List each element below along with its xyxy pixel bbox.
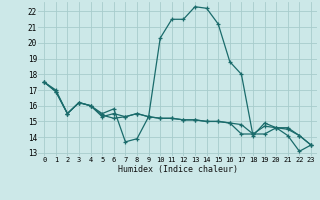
X-axis label: Humidex (Indice chaleur): Humidex (Indice chaleur)	[118, 165, 238, 174]
